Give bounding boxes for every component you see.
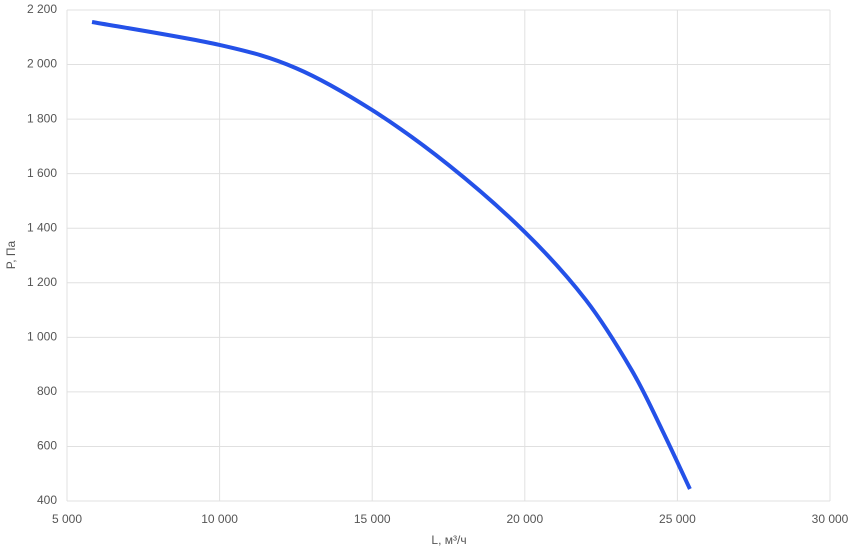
y-tick-label: 2 200 <box>27 2 57 16</box>
y-tick-label: 1 800 <box>27 111 57 125</box>
y-tick-label: 2 000 <box>27 57 57 71</box>
y-tick-label: 1 000 <box>27 330 57 344</box>
line-series <box>91 20 692 490</box>
y-tick-label: 1 200 <box>27 275 57 289</box>
y-tick-label: 1 400 <box>27 220 57 234</box>
y-tick-label: 800 <box>37 384 57 398</box>
x-axis-title: L, м³/ч <box>431 533 466 547</box>
y-tick-label: 400 <box>37 493 57 507</box>
x-tick-label: 30 000 <box>812 512 849 526</box>
y-tick-label: 600 <box>37 439 57 453</box>
y-tick-label: 1 600 <box>27 166 57 180</box>
x-tick-label: 20 000 <box>506 512 543 526</box>
x-tick-label: 15 000 <box>354 512 391 526</box>
x-tick-label: 5 000 <box>52 512 82 526</box>
x-tick-label: 25 000 <box>659 512 696 526</box>
y-axis-title: P, Па <box>4 240 18 269</box>
x-tick-label: 10 000 <box>201 512 238 526</box>
